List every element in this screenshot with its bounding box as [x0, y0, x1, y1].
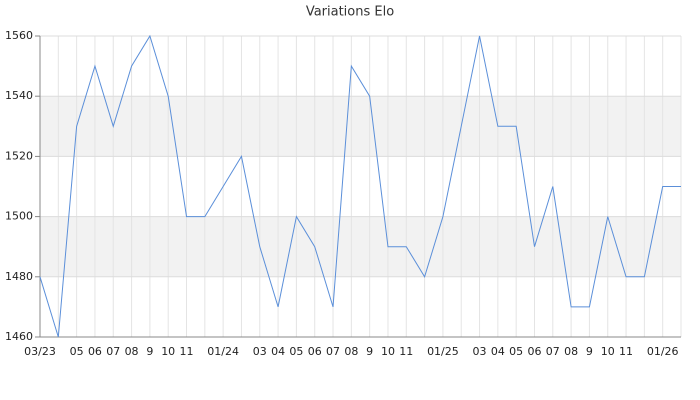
x-tick-label: 05: [289, 345, 303, 358]
x-tick-label: 03/23: [24, 345, 56, 358]
x-tick-label: 06: [308, 345, 322, 358]
y-tick-label: 1460: [5, 330, 33, 343]
x-tick-label: 01/25: [427, 345, 459, 358]
x-tick-label: 11: [399, 345, 413, 358]
y-tick-label: 1500: [5, 210, 33, 223]
y-tick-label: 1560: [5, 29, 33, 42]
x-tick-label: 9: [586, 345, 593, 358]
x-tick-label: 01/24: [207, 345, 239, 358]
x-tick-label: 10: [381, 345, 395, 358]
line: [39, 34, 681, 338]
x-tick-label: 04: [491, 345, 505, 358]
x-tick-label: 9: [366, 345, 373, 358]
x-tick-label: 9: [146, 345, 153, 358]
x-tick-label: 11: [619, 345, 633, 358]
x-tick-label: 06: [527, 345, 541, 358]
x-tick-label: 10: [601, 345, 615, 358]
x-tick-label: 11: [180, 345, 194, 358]
x-tick-label: 01/26: [647, 345, 679, 358]
band: [40, 216, 681, 277]
x-tick-label: 05: [509, 345, 523, 358]
x-tick-label: 07: [106, 345, 120, 358]
y-tick-label: 1520: [5, 149, 33, 162]
x-tick-label: 08: [344, 345, 358, 358]
chart-title: Variations Elo: [306, 5, 394, 20]
x-tick-label: 03: [253, 345, 267, 358]
x-tick-label: 06: [88, 345, 102, 358]
x-tick-label: 07: [326, 345, 340, 358]
x-tick-label: 05: [70, 345, 84, 358]
x-tick-label: 04: [271, 345, 285, 358]
x-tick-label: 07: [546, 345, 560, 358]
x-tick-label: 10: [161, 345, 175, 358]
y-tick-label: 1540: [5, 89, 33, 102]
x-tick-label: 08: [564, 345, 578, 358]
y-tick-label: 1480: [5, 270, 33, 283]
band: [40, 96, 681, 157]
x-tick-label: 08: [125, 345, 139, 358]
x-tick-label: 03: [473, 345, 487, 358]
